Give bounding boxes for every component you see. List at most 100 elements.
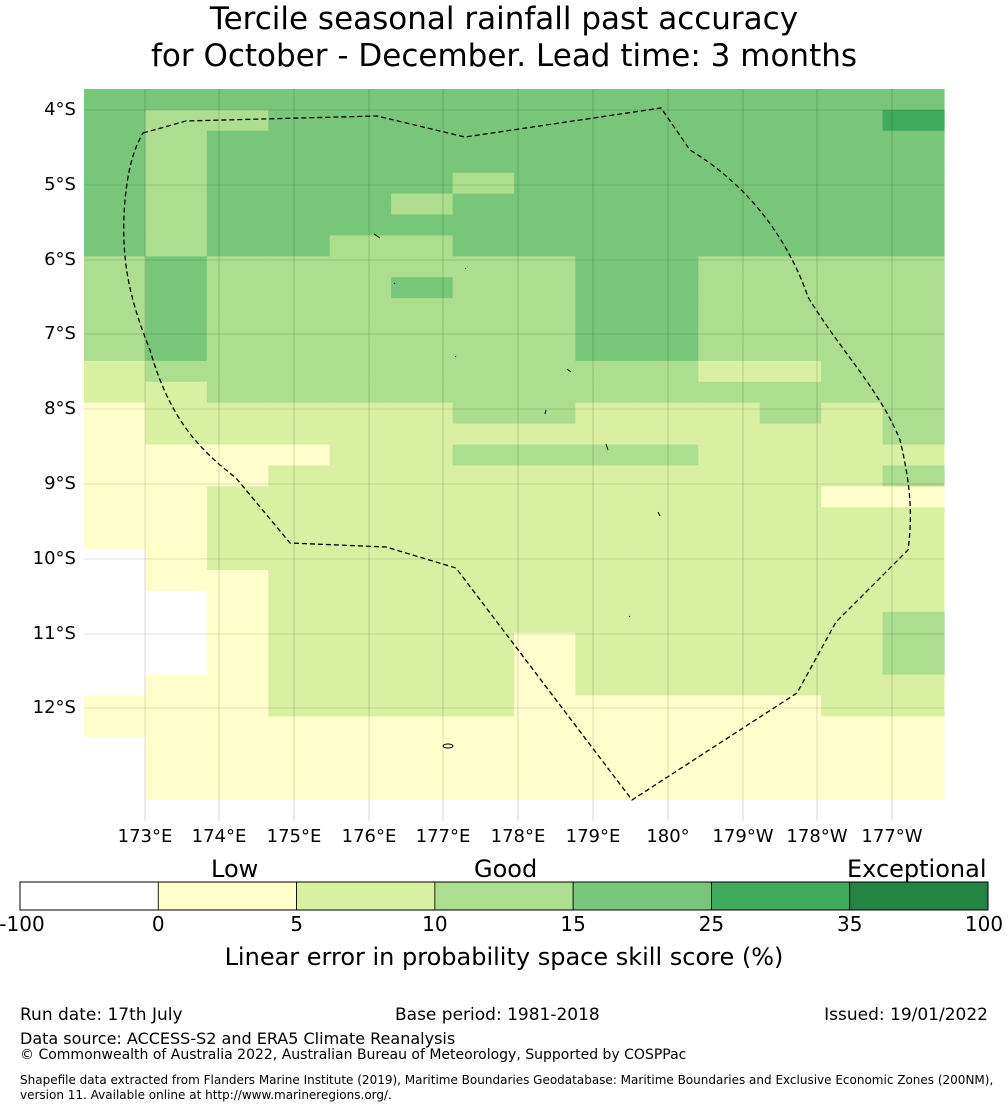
skill-cell: [759, 172, 822, 195]
skill-cell: [268, 339, 331, 362]
skill-cell: [882, 758, 945, 780]
skill-cell: [329, 653, 392, 676]
skill-cell: [821, 549, 884, 571]
skill-cell: [514, 172, 577, 195]
skill-cell: [636, 256, 699, 278]
skill-cell: [636, 465, 699, 487]
skill-cell: [698, 256, 761, 278]
skill-cell: [882, 611, 945, 634]
skill-cell: [882, 214, 945, 236]
skill-cell: [329, 89, 392, 111]
skill-cell: [145, 130, 208, 153]
skill-cell: [391, 130, 454, 153]
skill-cell: [145, 611, 208, 634]
skill-cell: [759, 486, 822, 508]
skill-cell: [575, 402, 638, 425]
skill-cell: [759, 674, 822, 697]
skill-cell: [145, 779, 208, 801]
skill-cell: [145, 423, 208, 446]
skill-cell: [268, 716, 331, 738]
skill-cell: [882, 632, 945, 655]
longitude-label: 176°E: [341, 826, 397, 847]
skill-cell: [206, 632, 269, 655]
skill-cell: [206, 800, 269, 822]
skill-cell: [206, 298, 269, 320]
skill-cell: [698, 235, 761, 257]
skill-cell: [452, 89, 515, 111]
skill-cell: [391, 611, 454, 634]
skill-cell: [636, 381, 699, 404]
skill-cell: [145, 800, 208, 822]
skill-cell: [268, 590, 331, 613]
skill-cell: [575, 695, 638, 718]
skill-cell: [268, 632, 331, 655]
skill-cell: [882, 737, 945, 759]
colorbar-segment: [572, 881, 712, 911]
skill-cell: [575, 549, 638, 571]
colorbar-segment: [849, 881, 989, 911]
skill-cell: [698, 214, 761, 236]
skill-cell: [452, 319, 515, 341]
skill-cell: [575, 193, 638, 216]
skill-cell: [821, 779, 884, 801]
skill-cell: [821, 611, 884, 634]
skill-cell: [268, 193, 331, 216]
skill-cell: [575, 528, 638, 550]
longitude-label: 179°W: [712, 826, 774, 847]
skill-cell: [821, 172, 884, 195]
skill-cell: [206, 549, 269, 571]
skill-cell: [698, 632, 761, 655]
skill-cell: [452, 402, 515, 425]
skill-cell: [698, 360, 761, 383]
skill-cell: [882, 507, 945, 529]
skill-cell: [84, 507, 147, 529]
skill-cell: [268, 89, 331, 111]
skill-cell: [206, 465, 269, 487]
longitude-label: 179°E: [565, 826, 621, 847]
skill-cell: [698, 151, 761, 174]
skill-cell: [268, 256, 331, 278]
longitude-label: 174°E: [191, 826, 247, 847]
skill-cell: [575, 277, 638, 299]
skill-cell: [759, 130, 822, 153]
skill-cell: [391, 381, 454, 404]
skill-cell: [575, 360, 638, 383]
skill-cell: [575, 214, 638, 236]
skill-cell: [882, 193, 945, 216]
skill-cell: [514, 570, 577, 592]
skill-cell: [882, 570, 945, 592]
colorbar-category-low: Low: [211, 855, 259, 883]
skill-cell: [391, 590, 454, 613]
skill-cell: [391, 235, 454, 257]
skill-cell: [391, 89, 454, 111]
skill-cell: [575, 611, 638, 634]
skill-cell: [206, 172, 269, 195]
skill-cell: [698, 549, 761, 571]
skill-cell: [821, 277, 884, 299]
longitude-label: 177°E: [415, 826, 471, 847]
skill-cell: [329, 130, 392, 153]
skill-cell: [514, 319, 577, 341]
skill-cell: [391, 800, 454, 822]
skill-cell: [391, 737, 454, 759]
skill-cell: [452, 423, 515, 446]
skill-cell: [575, 319, 638, 341]
skill-cell: [206, 528, 269, 550]
skill-cell: [84, 444, 147, 467]
skill-cell: [514, 109, 577, 132]
skill-cell: [882, 779, 945, 801]
skill-cell: [821, 800, 884, 822]
skill-cell: [391, 214, 454, 236]
skill-cell: [759, 89, 822, 111]
skill-cell: [206, 444, 269, 467]
skill-cell: [759, 737, 822, 759]
skill-cell: [698, 528, 761, 550]
skill-cell: [145, 653, 208, 676]
skill-cell: [84, 151, 147, 174]
skill-cell: [698, 172, 761, 195]
skill-cell: [821, 256, 884, 278]
skill-cell: [84, 381, 147, 404]
map-title-line2: for October - December. Lead time: 3 mon…: [150, 38, 858, 74]
skill-cell: [698, 716, 761, 738]
colorbar-tick-label: 10: [422, 912, 448, 936]
